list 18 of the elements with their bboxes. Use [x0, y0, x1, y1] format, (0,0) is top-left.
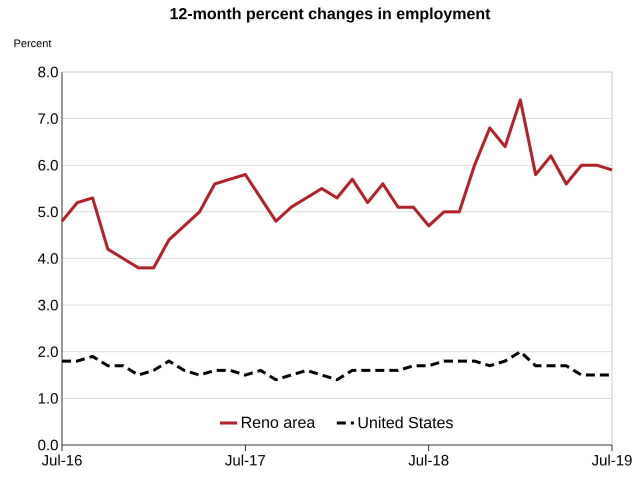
y-tick-label: 3.0	[38, 300, 58, 310]
y-tick-label: 6.0	[38, 160, 58, 171]
y-axis-title: Percent	[14, 40, 52, 48]
legend-label: United States	[358, 416, 453, 428]
y-tick-label: 5.0	[38, 206, 58, 218]
y-tick-label: 1.0	[38, 393, 58, 404]
x-tick-label: Jul-19	[592, 454, 632, 466]
chart-title: 12-month percent changes in employment	[170, 8, 490, 23]
x-tick-label: Jul-18	[408, 454, 448, 466]
y-tick-label: 7.0	[38, 113, 58, 124]
y-tick-label: 4.0	[38, 253, 58, 264]
y-tick-label: 0.0	[38, 440, 58, 450]
x-tick-label: Jul-17	[225, 454, 266, 466]
line-series	[60, 98, 614, 270]
y-tick-label: 8.0	[38, 66, 58, 78]
y-tick-label: 2.0	[38, 346, 58, 358]
x-tick-label: Jul-16	[42, 454, 82, 466]
legend-label: Reno area	[242, 416, 316, 428]
